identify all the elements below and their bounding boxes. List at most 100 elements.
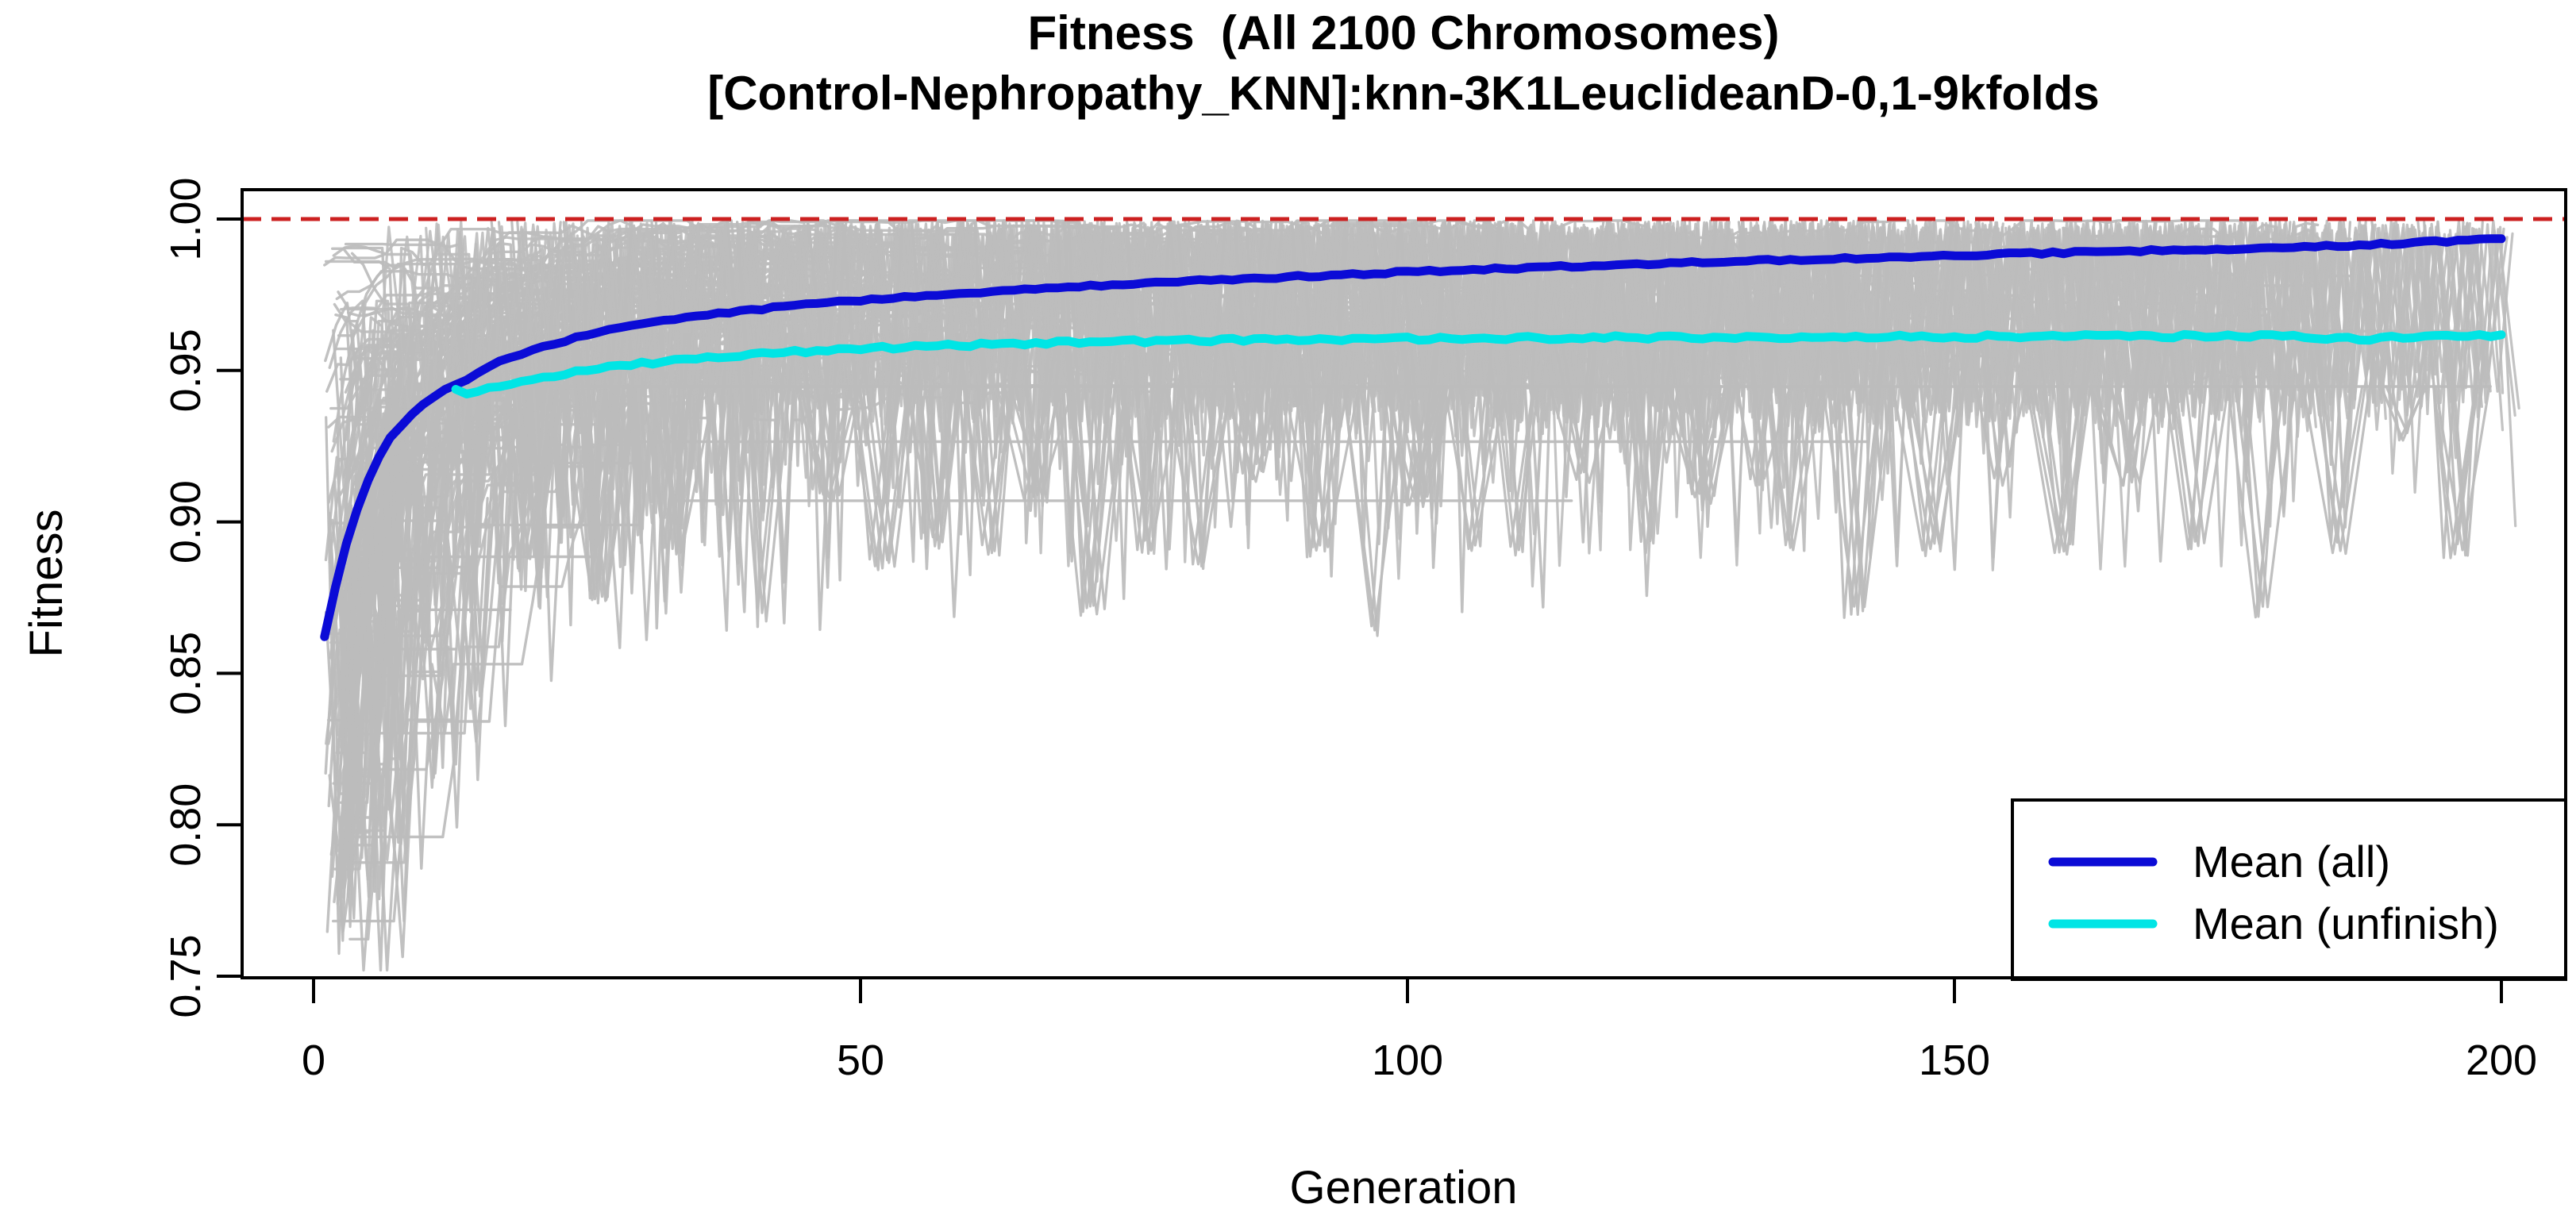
dip-line <box>336 418 364 929</box>
dip-line <box>1763 221 1823 552</box>
dip-line <box>516 221 564 552</box>
x-tick-label: 150 <box>1919 1037 1990 1084</box>
dip-line <box>1758 333 1823 549</box>
chart-subtitle: [Control-Nephropathy_KNN]:knn-3K1Leuclid… <box>707 67 2099 120</box>
dip-line <box>2434 385 2491 552</box>
dip-line <box>1450 385 1488 551</box>
axes: 0 50 100 150 200 0.75 0.80 0.85 0.90 0.95 1.00 <box>162 177 2537 1084</box>
dip-line <box>1626 333 1674 543</box>
dip-line <box>1910 221 1958 545</box>
dip-line <box>1690 333 1739 498</box>
dip-line <box>1901 385 1960 551</box>
dip-line <box>1913 333 1968 553</box>
dip-line <box>800 221 840 494</box>
dip-line <box>497 221 559 560</box>
dip-line <box>2163 333 2213 551</box>
dip-line <box>2301 385 2364 555</box>
dip-line <box>1220 221 1265 475</box>
dip-line <box>1300 221 1350 553</box>
dip-line <box>1831 221 1885 617</box>
dip-line <box>1729 333 1772 481</box>
dip-line <box>576 385 634 602</box>
mean-all-line <box>320 234 2506 641</box>
dip-line <box>1832 333 1870 616</box>
legend-box <box>2011 798 2567 981</box>
dip-line <box>1067 385 1127 616</box>
x-tick-label: 100 <box>1372 1037 1443 1084</box>
dip-line <box>1239 221 1284 473</box>
dip-line <box>1398 221 1451 500</box>
y-tick-label: 0.90 <box>162 480 210 563</box>
dip-line <box>2432 385 2478 556</box>
dip-line <box>1724 221 1788 487</box>
dip-line <box>658 385 703 554</box>
dip-line <box>1899 333 1952 558</box>
y-tick-label: 1.00 <box>162 177 210 260</box>
dip-line <box>498 221 562 560</box>
dip-line <box>799 385 860 499</box>
dip-line <box>815 385 852 502</box>
dip-line <box>1003 333 1060 494</box>
dip-line <box>419 475 452 775</box>
dip-line <box>1548 221 1605 482</box>
mean-unfinish-line <box>451 329 2506 398</box>
dip-line <box>2448 333 2487 557</box>
dip-line <box>922 333 962 544</box>
dip-line <box>466 459 494 698</box>
dip-line <box>1008 385 1075 496</box>
dip-line <box>1635 221 1672 545</box>
dip-line <box>2234 221 2292 608</box>
dip-line <box>1683 221 1723 508</box>
trajectory-line <box>2004 219 2509 475</box>
dip-line <box>510 221 558 557</box>
dip-line <box>914 333 956 548</box>
dip-line <box>1616 221 1665 544</box>
dip-line <box>516 333 564 556</box>
dip-line <box>2098 221 2156 474</box>
dip-line <box>1383 385 1446 500</box>
dip-line <box>1056 221 1106 617</box>
dip-line <box>1054 221 1119 610</box>
dip-line <box>1763 333 1808 547</box>
dip-line <box>1234 221 1272 481</box>
dip-line <box>1400 333 1454 498</box>
y-tick-label: 0.75 <box>162 934 210 1017</box>
dip-line <box>1342 385 1407 632</box>
dip-line <box>1834 221 1892 613</box>
dip-line <box>1121 385 1181 552</box>
mean-curves <box>320 234 2506 641</box>
dip-line <box>871 385 918 568</box>
dip-line <box>1223 333 1289 483</box>
plot-border <box>241 188 2567 979</box>
dip-line <box>2239 333 2297 609</box>
dip-line <box>1175 333 1232 564</box>
dip-line <box>2169 221 2213 551</box>
dip-line <box>2239 333 2278 618</box>
y-tick-label: 0.95 <box>162 329 210 412</box>
dip-line <box>1125 221 1172 556</box>
dip-line <box>383 439 414 844</box>
dip-line <box>1666 221 1718 496</box>
legend-label-mean-unfinish: Mean (unfinish) <box>2193 898 2499 948</box>
chart-title: Fitness (All 2100 Chromosomes) <box>1028 6 1780 60</box>
dip-line <box>1974 385 2014 480</box>
dip-line <box>1836 221 1893 609</box>
dip-line <box>2380 385 2426 442</box>
dip-line <box>389 504 422 855</box>
dip-line <box>1062 221 1103 614</box>
y-axis-title: Fitness <box>21 510 72 658</box>
dip-line <box>976 385 1013 552</box>
dip-line <box>648 385 717 551</box>
dip-line <box>1559 221 1609 474</box>
dip-line <box>1974 221 2022 481</box>
dip-line <box>1498 221 1540 552</box>
dip-line <box>329 511 357 942</box>
x-axis-title: Generation <box>1290 1162 1518 1214</box>
dip-line <box>1502 221 1543 553</box>
dip-line <box>2050 221 2096 546</box>
dip-line <box>2108 333 2171 485</box>
dip-line <box>580 221 616 605</box>
dip-line <box>1120 333 1164 554</box>
dip-line <box>2306 333 2374 552</box>
